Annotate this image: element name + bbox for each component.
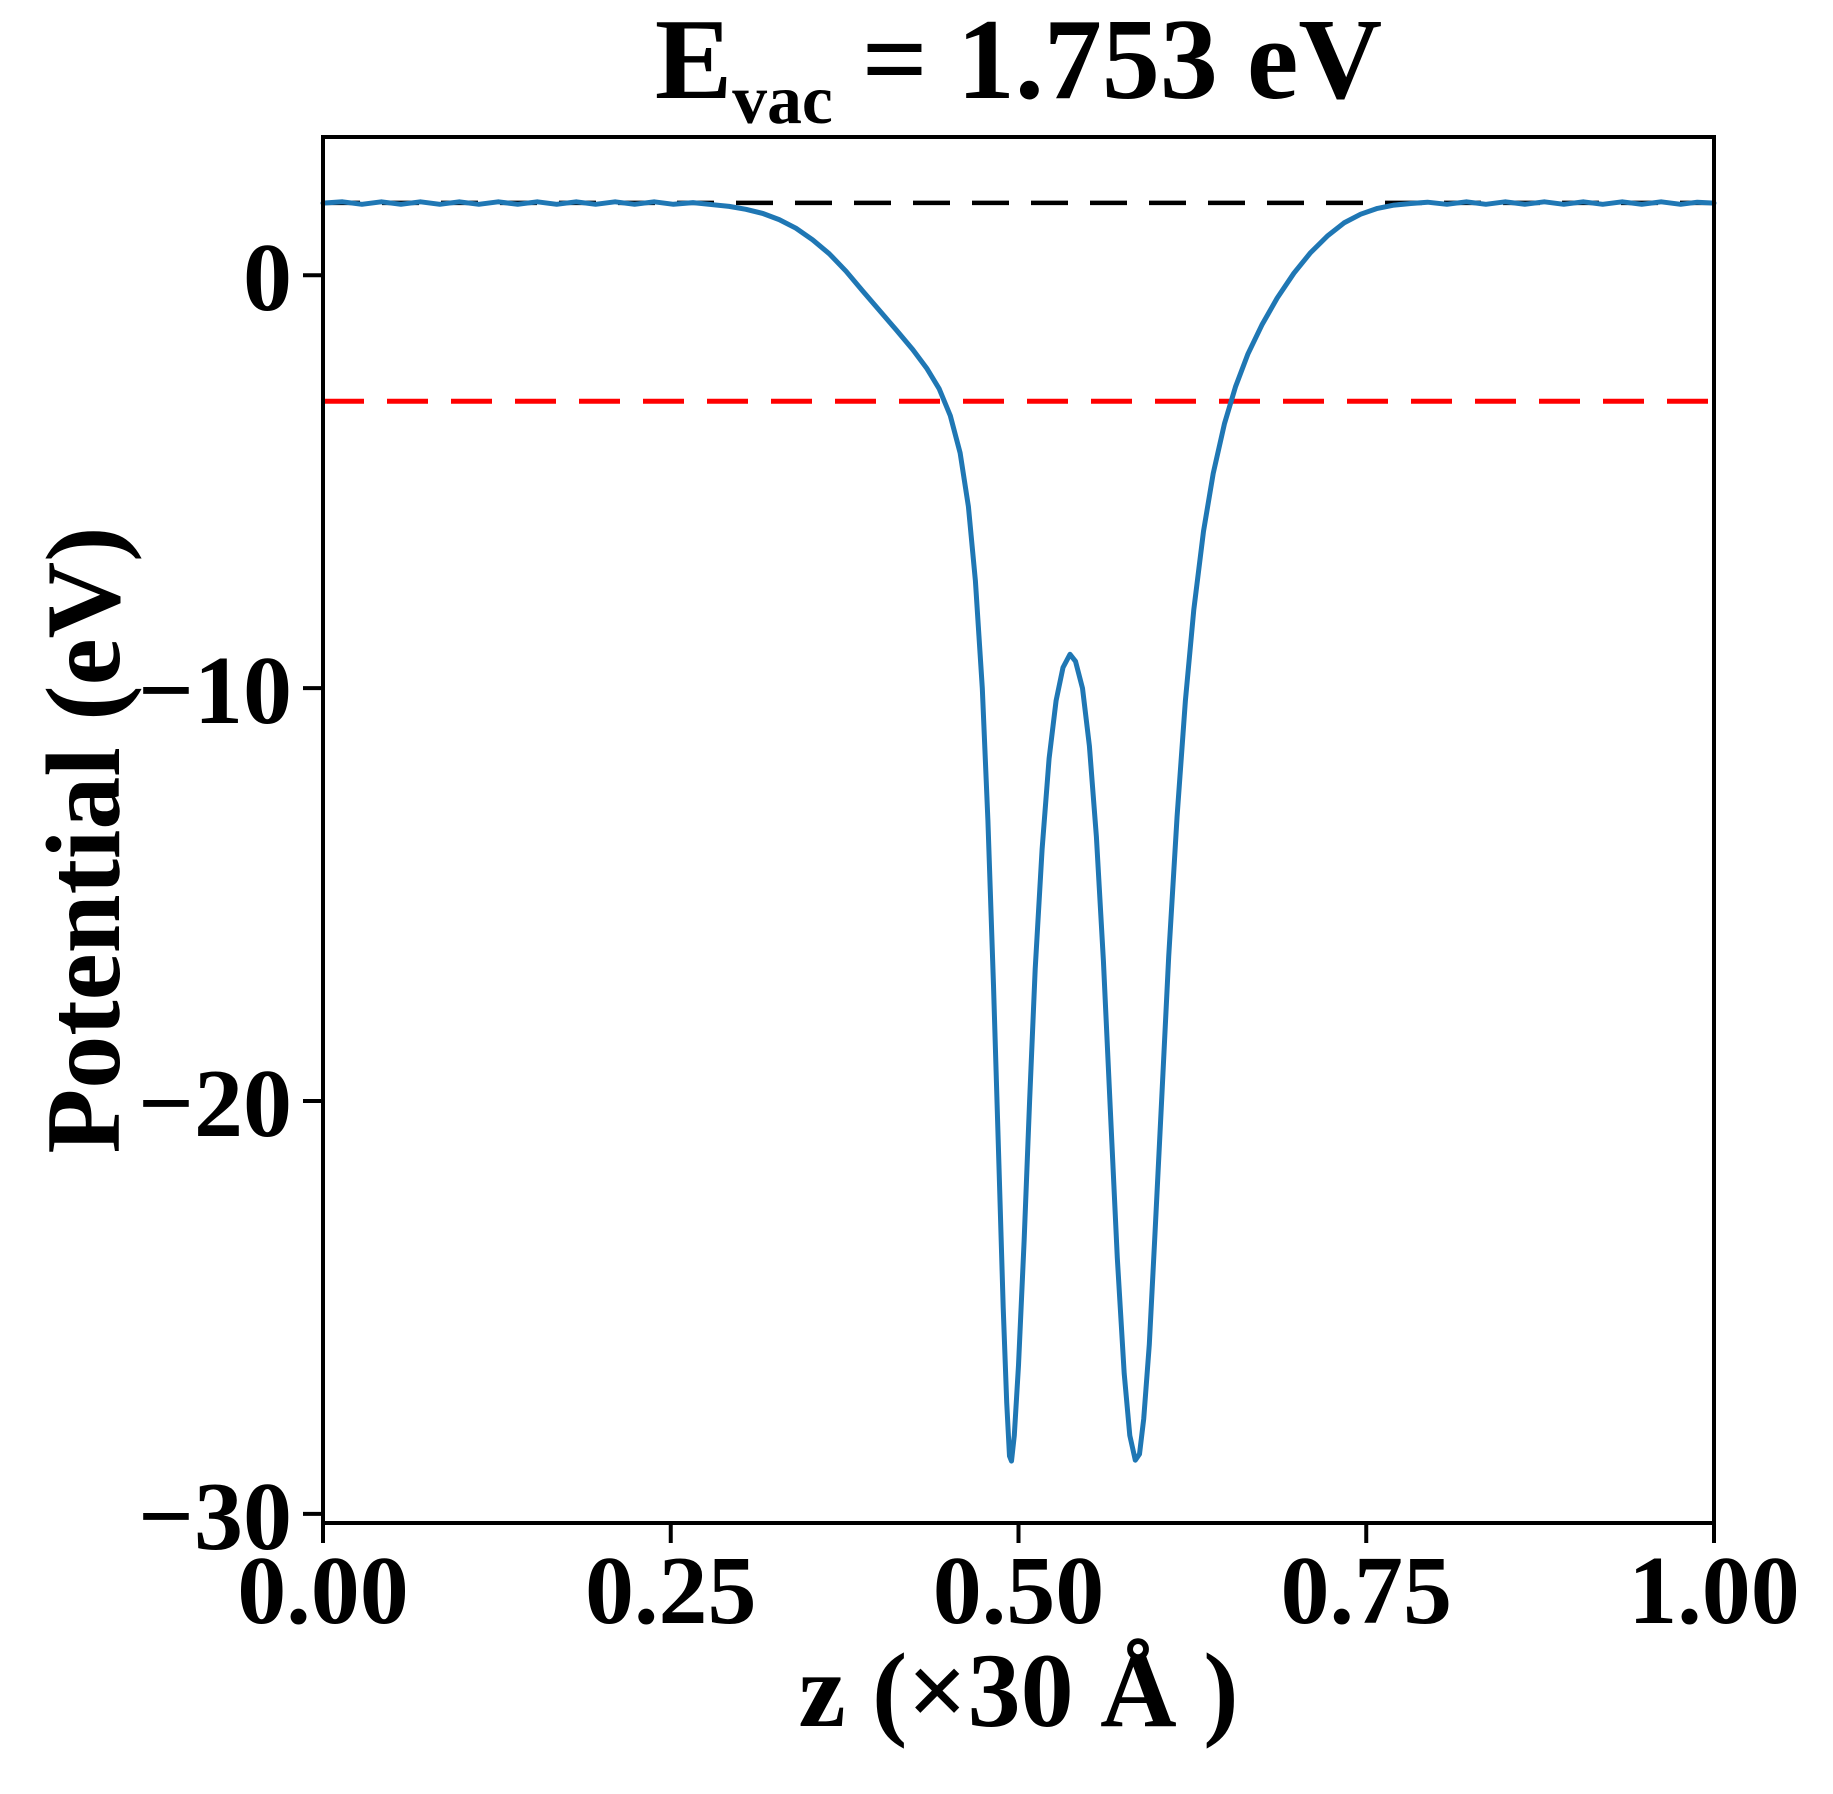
- x-tick-label: 1.00: [1628, 1537, 1800, 1645]
- planar-averaged-potential-curve: [320, 199, 1717, 1464]
- title-symbol: E: [654, 0, 733, 124]
- y-tick-label: −20: [138, 1050, 292, 1159]
- y-tick-label: 0: [243, 224, 292, 333]
- title-value: = 1.753 eV: [832, 0, 1383, 124]
- x-axis-label: z (×30 Å ): [798, 1632, 1239, 1749]
- x-tick-label: 0.75: [1280, 1537, 1453, 1645]
- dashed-level-lines: [323, 200, 1714, 404]
- x-tick-label: 0.25: [585, 1537, 757, 1645]
- potential-curve: [320, 199, 1717, 1464]
- axis-tick-marks: [303, 273, 1716, 1543]
- plot-border: [321, 135, 1716, 1525]
- title-subscript: vac: [732, 62, 833, 140]
- chart-title: Evac = 1.753 eV: [323, 0, 1714, 137]
- y-tick-label: −30: [138, 1462, 292, 1571]
- y-tick-label: −10: [138, 637, 292, 746]
- x-tick-label: 0.50: [932, 1537, 1105, 1645]
- x-tick-label: 0.00: [237, 1537, 409, 1645]
